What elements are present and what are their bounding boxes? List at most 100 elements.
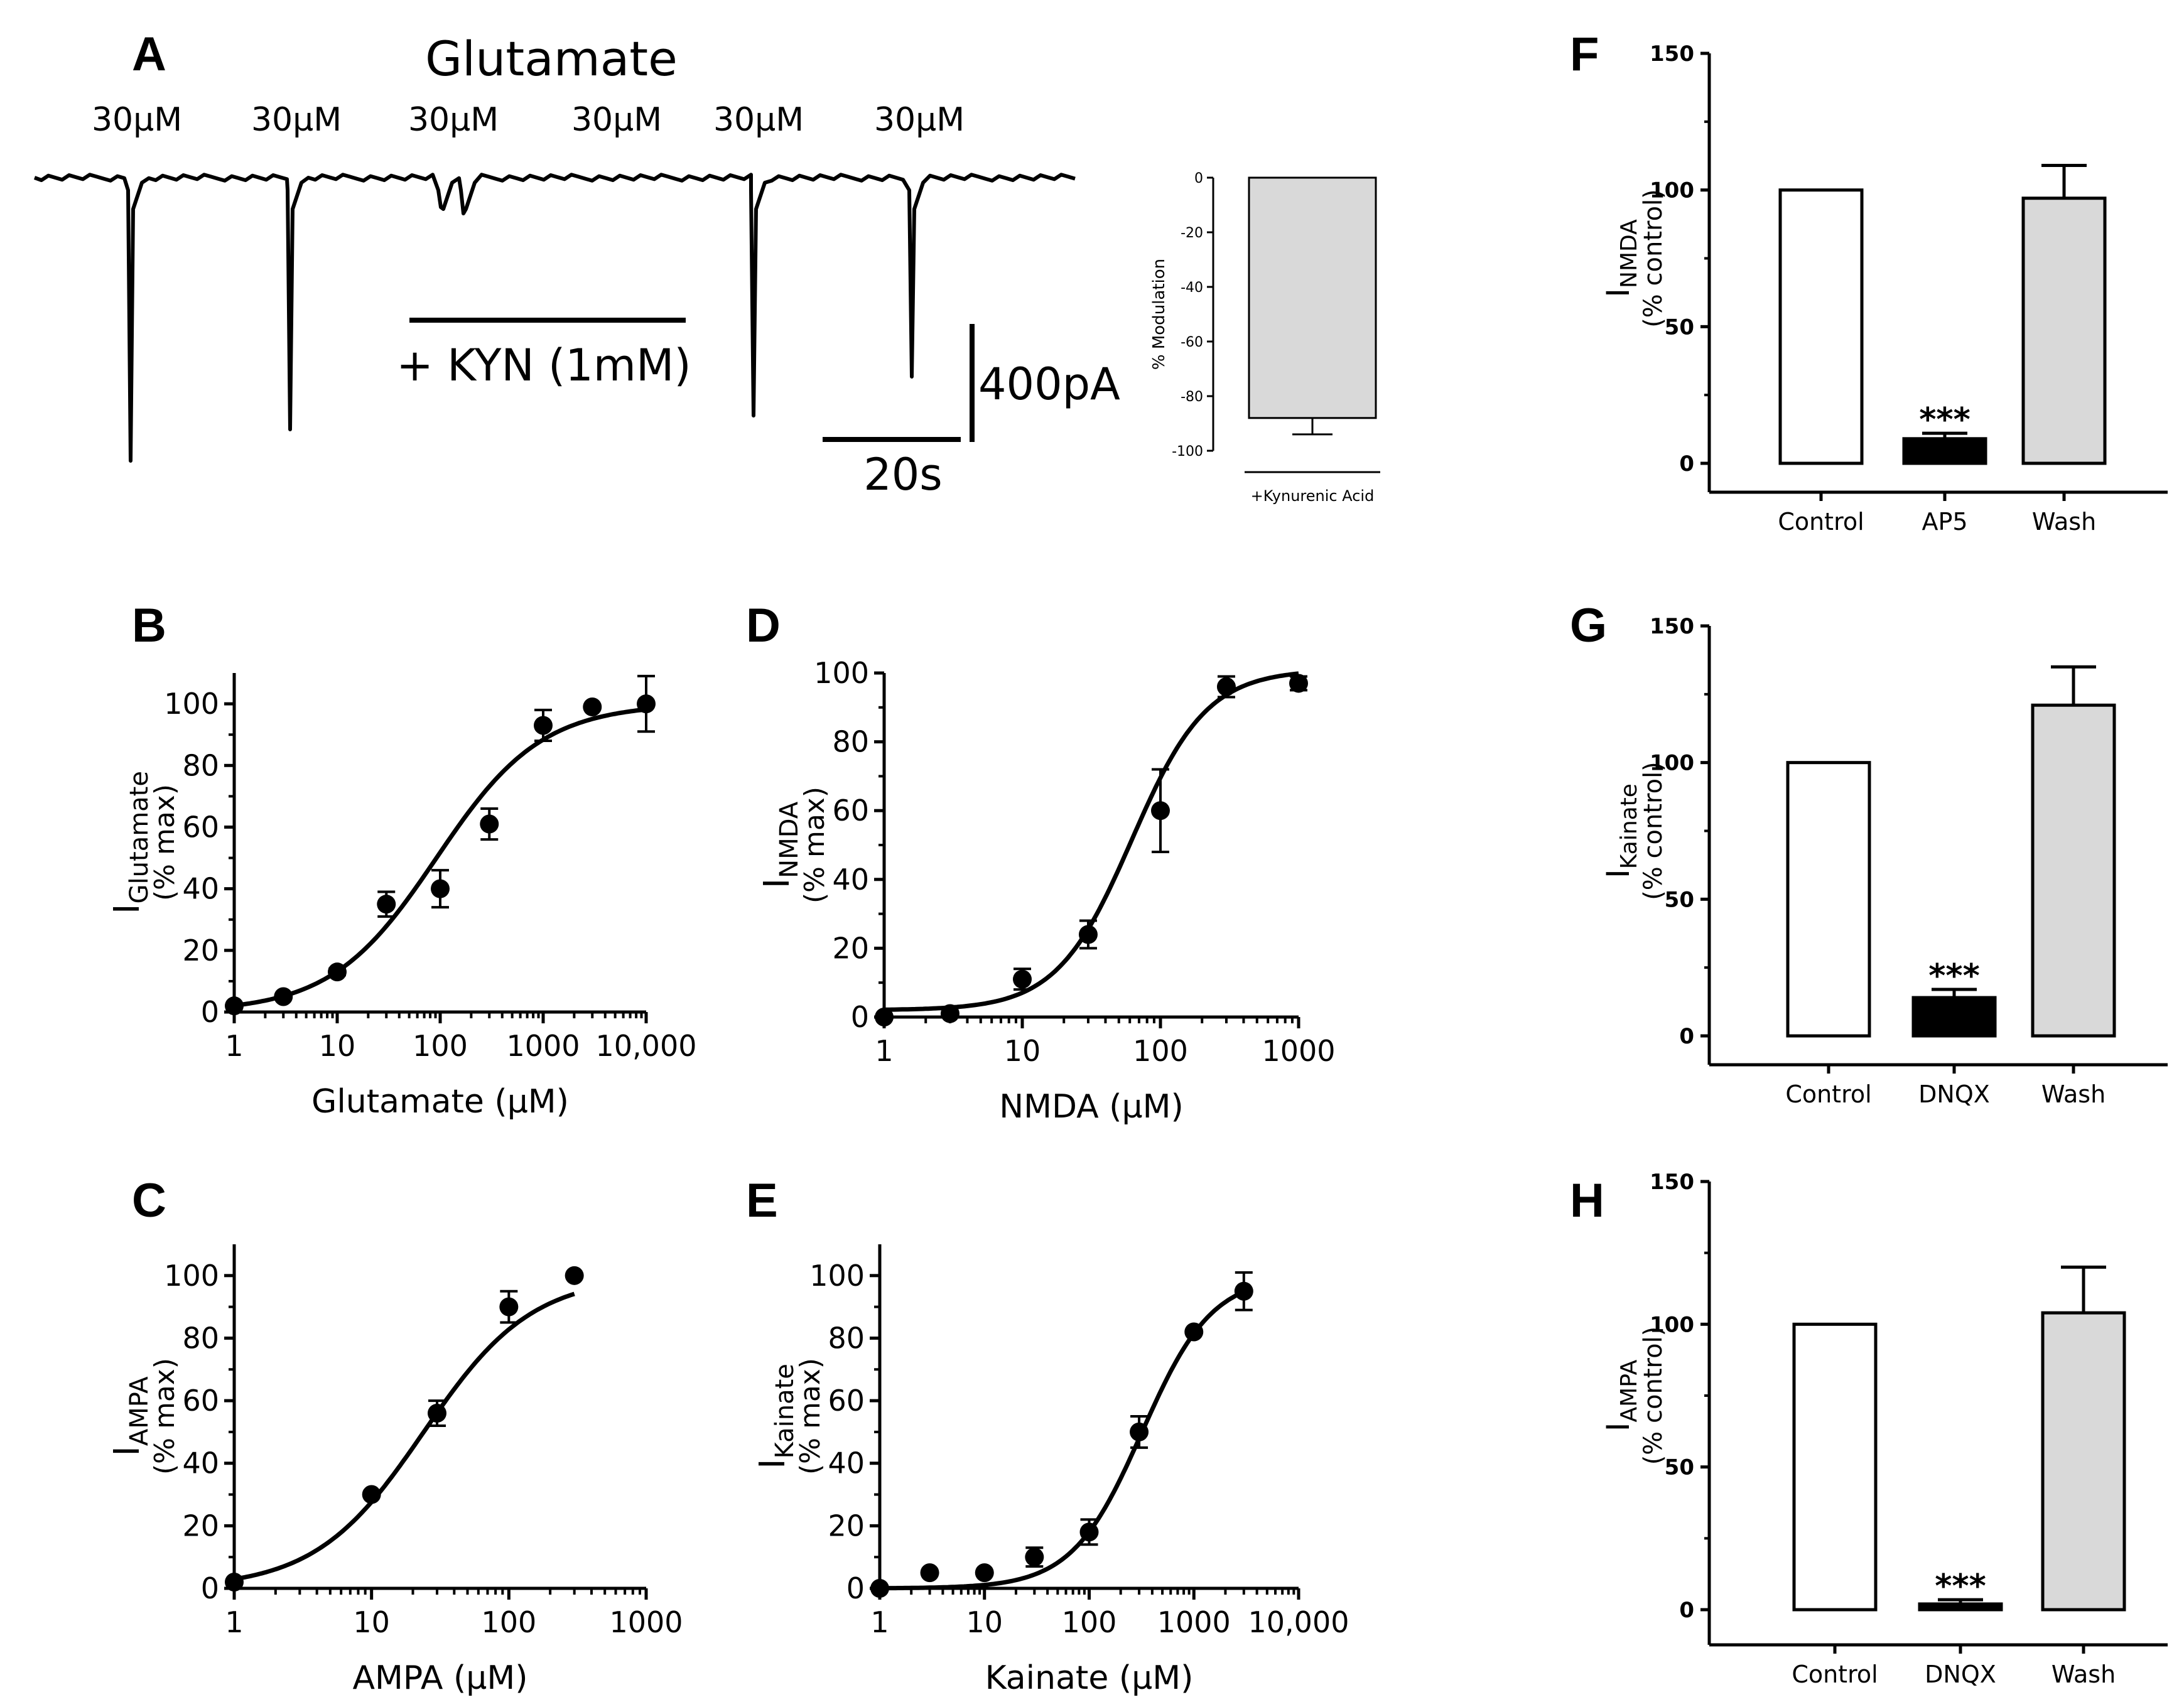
data-point — [480, 814, 499, 834]
x-tick-label: 1 — [225, 1605, 243, 1639]
y-axis-unit: (% control) — [1639, 762, 1668, 900]
dose-label-6: 30μM — [874, 101, 965, 139]
y-axis-label: IAMPA — [107, 1376, 154, 1457]
y-tick-label: 100 — [809, 1259, 865, 1293]
bar-ap5 — [1902, 437, 1987, 465]
y-axis-label-subscript: AMPA — [125, 1376, 154, 1446]
y-tick-label: 20 — [182, 1509, 219, 1543]
x-tick-label: 1000 — [1157, 1605, 1231, 1639]
kynurenic-modulation-chart: 0 -20 -40 -60 -80 -100 % Modulation +Kynurenic … — [1150, 171, 1380, 505]
y-axis-label: IKainate — [752, 1364, 799, 1469]
y-tick-label: 80 — [832, 725, 869, 759]
x-axis-label: AMPA (μM) — [352, 1659, 527, 1697]
data-point — [274, 987, 293, 1006]
x-category-label: Wash — [2041, 1080, 2106, 1108]
x-tick-label: 1 — [870, 1605, 889, 1639]
data-point — [875, 1008, 894, 1026]
y-axis-label: IGlutamate — [107, 771, 154, 914]
x-category-label: AP5 — [1922, 508, 1967, 536]
y-axis-unit: (% max) — [149, 784, 181, 901]
y-tick-label: 100 — [1650, 178, 1694, 203]
x-category-label: Control — [1785, 1080, 1871, 1108]
y-axis-unit: (% control) — [1639, 1327, 1668, 1465]
y-tick-label: 80 — [828, 1321, 865, 1355]
y-tick-label: 150 — [1650, 614, 1694, 639]
x-category-label: +Kynurenic Acid — [1251, 487, 1375, 505]
x-tick-label: 100 — [1062, 1605, 1117, 1639]
data-point — [1079, 1522, 1099, 1542]
data-point — [637, 694, 656, 714]
y-axis-unit: (% max) — [799, 787, 831, 903]
trace-title: Glutamate — [425, 31, 678, 87]
bar-dnqx — [1911, 996, 1997, 1038]
x-axis-label: Kainate (μM) — [985, 1659, 1194, 1697]
bar-kynurenic-acid — [1248, 176, 1377, 419]
ampa-dose-response-chart: 0 20 40 60 80 100 1 10 100 1000 AMPA (μM) IAMPA(% m… — [107, 1244, 683, 1697]
y-tick-label: 100 — [1650, 1312, 1694, 1337]
fit-curve — [884, 671, 1299, 1012]
data-point — [1151, 801, 1170, 821]
x-tick-label: 10,000 — [596, 1029, 697, 1063]
data-point — [1130, 1422, 1149, 1441]
y-tick-label: -100 — [1172, 444, 1203, 460]
y-axis-label-main: I — [1600, 1422, 1636, 1431]
bar-wash — [2031, 703, 2116, 1038]
x-axis-label: NMDA (μM) — [999, 1088, 1184, 1126]
data-point — [534, 716, 553, 735]
y-axis-label-main: I — [1600, 288, 1636, 298]
kainate-dnqx-bar-chart: 0 50 100 150 IKainate(% control) Control *** DN… — [1600, 614, 2168, 1108]
data-point — [431, 879, 450, 898]
data-point — [1013, 969, 1032, 989]
y-axis-label: IKainate — [1600, 783, 1642, 878]
panel-label-b: B — [132, 599, 166, 652]
y-tick-label: 40 — [182, 872, 219, 906]
data-point — [225, 1573, 244, 1592]
y-tick-label: 0 — [846, 1571, 865, 1605]
fit-curve — [234, 707, 647, 1008]
data-point — [499, 1297, 519, 1317]
y-axis-label-subscript: Kainate — [770, 1364, 799, 1458]
data-point — [1216, 677, 1236, 696]
data-point — [427, 1404, 446, 1423]
data-point — [1184, 1322, 1204, 1342]
y-tick-label: 50 — [1665, 315, 1694, 340]
y-tick-label: 60 — [828, 1384, 865, 1418]
data-point — [870, 1579, 889, 1598]
x-tick-label: 1000 — [609, 1605, 683, 1639]
y-tick-label: 150 — [1650, 41, 1694, 67]
x-category-label: DNQX — [1918, 1080, 1990, 1108]
y-tick-label: 20 — [182, 934, 219, 967]
data-point — [920, 1563, 939, 1583]
panel-label-h: H — [1570, 1174, 1604, 1227]
x-category-label: Wash — [2052, 1661, 2116, 1688]
y-tick-label: -20 — [1181, 225, 1203, 241]
bar-control — [1792, 1322, 1878, 1612]
y-tick-label: 100 — [164, 1259, 219, 1293]
y-tick-label: 100 — [164, 687, 219, 721]
panel-label-d: D — [746, 599, 781, 652]
x-category-label: Control — [1778, 508, 1864, 536]
x-tick-label: 1 — [225, 1029, 243, 1063]
y-tick-label: 0 — [201, 995, 219, 1029]
data-point — [565, 1266, 584, 1285]
y-axis-label-main: I — [107, 1446, 148, 1457]
y-axis-label-subscript: NMDA — [775, 801, 804, 878]
glutamate-dose-response-chart: 0 20 40 60 80 100 1 10 100 1000 10,000 Glutamate (μ… — [107, 673, 696, 1121]
dose-label-4: 30μM — [571, 101, 662, 139]
data-point — [940, 1004, 960, 1023]
x-category-label: Wash — [2032, 508, 2096, 536]
y-tick-label: 50 — [1665, 1455, 1694, 1480]
data-point — [583, 697, 602, 716]
y-tick-label: 0 — [1194, 171, 1203, 186]
x-tick-label: 100 — [1133, 1034, 1188, 1068]
panel-label-e: E — [746, 1174, 778, 1227]
y-tick-label: 0 — [201, 1571, 219, 1605]
dose-label-3: 30μM — [408, 101, 499, 139]
x-tick-label: 1000 — [1262, 1034, 1335, 1068]
y-tick-label: -40 — [1181, 280, 1203, 296]
y-tick-label: 60 — [832, 794, 869, 827]
y-axis-label-main: I — [107, 903, 148, 914]
data-point — [328, 962, 347, 982]
y-axis-unit: (% control) — [1639, 189, 1668, 328]
